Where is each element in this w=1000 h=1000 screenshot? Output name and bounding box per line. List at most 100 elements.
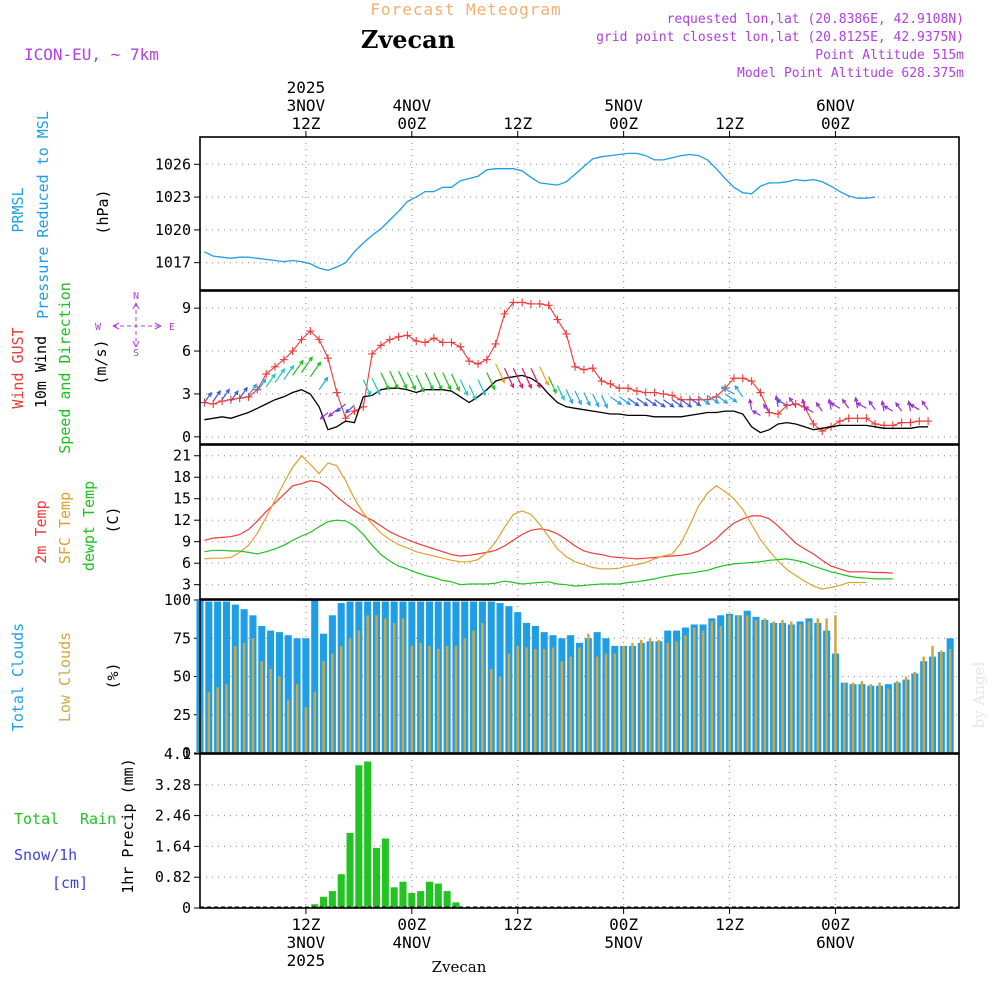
wind-gust-point (659, 389, 668, 398)
low-cloud-bar (895, 681, 899, 753)
wind-arrow-head (316, 361, 322, 367)
low-cloud-bar (507, 653, 511, 753)
low-cloud-bar (348, 638, 352, 753)
wind-arrow-head (375, 389, 381, 396)
wind-gust-point (279, 355, 288, 364)
wind-arrow-head (394, 384, 399, 390)
compass-w: W (95, 322, 102, 333)
wind-direction-arrow (680, 399, 692, 408)
time-label-top: 2025 (287, 78, 326, 97)
wind-direction-arrow (776, 399, 788, 406)
low-cloud-bar (807, 621, 811, 753)
wind-direction-arrow (320, 412, 329, 420)
time-label-top: 3NOV (287, 96, 326, 115)
low-cloud-bar (719, 626, 722, 753)
wind-arrow-head (815, 401, 821, 408)
wind-gust-point (394, 332, 403, 341)
wind-arrow-head (527, 383, 532, 390)
wind-gust-point (782, 401, 791, 410)
wind-direction-arrow (265, 373, 276, 388)
wind-arrow-head (827, 398, 833, 404)
wind-arrow-head (652, 401, 658, 407)
wind-arrow-head (595, 402, 600, 408)
wind-speed-line (204, 374, 929, 434)
wind-gust-point (747, 377, 756, 386)
wind-arrow-head (762, 403, 768, 409)
plot-area: 1017102010231026036936912151821025507510… (155, 78, 960, 970)
y-tick-label: 3.28 (155, 776, 191, 794)
wind-gust-point (668, 391, 677, 400)
wind-arrow-head (464, 391, 469, 397)
wind-direction-arrow (503, 367, 514, 388)
panel-frame (199, 599, 960, 754)
temp-unit: (C) (104, 506, 122, 533)
wind-direction-arrow (318, 377, 329, 391)
panel-frame (199, 290, 960, 445)
wind-direction-arrow (415, 375, 425, 392)
wind-gust-point (632, 387, 641, 396)
low-cloud-bar (692, 627, 696, 753)
location-title: Zvecan (361, 25, 455, 54)
wind-gust-point (482, 355, 491, 364)
wind-arrow-head (907, 399, 912, 406)
wind-direction-arrow (574, 390, 582, 405)
rain-bar (390, 887, 398, 908)
low-cloud-bar (648, 638, 652, 753)
wind-arrow-head (271, 373, 276, 379)
low-cloud-bar (207, 691, 211, 753)
temp-dew-label: dewpt Temp (80, 481, 98, 571)
wind-direction-arrow (830, 402, 841, 409)
wind-gust-point (897, 418, 906, 427)
wind-arrow-head (289, 364, 295, 370)
wind-direction-arrow (883, 405, 894, 412)
wind-gust-point (624, 384, 633, 393)
wind-direction-arrow (816, 402, 823, 412)
low-cloud-bar (587, 633, 590, 753)
wind-direction-arrow (763, 404, 770, 413)
low-cloud-bar (225, 684, 228, 753)
wind-gust-point (306, 327, 315, 336)
wind-gust-point (315, 335, 324, 344)
wind-direction-arrow (921, 400, 929, 411)
wind-gust-point (350, 407, 359, 416)
low-cloud-bar (542, 648, 546, 753)
cloud-labels: Total Clouds Low Clouds (%) (9, 623, 122, 731)
wind-gust-point (359, 402, 368, 411)
time-label-bottom: 00Z (609, 915, 638, 934)
wind-direction-arrow (336, 403, 347, 412)
wind-direction-arrow (788, 397, 797, 408)
low-cloud-bar (604, 653, 608, 753)
wind-direction-arrow (627, 397, 639, 407)
y-tick-label: 0.82 (155, 868, 191, 886)
wind-gust-point (571, 362, 580, 371)
time-label-top: 12Z (503, 114, 532, 133)
wind-arrow-head (536, 383, 541, 389)
compass-icon: N S W E (95, 291, 175, 359)
wind-arrow-head (280, 368, 286, 374)
rain-bar (372, 847, 381, 908)
wind-direction-arrow (486, 372, 496, 390)
wind-direction-arrow (539, 366, 549, 386)
snow-label: Snow/1h (14, 846, 77, 864)
wind-direction-arrow (495, 363, 505, 383)
wind-arrow-head (868, 400, 874, 406)
wind-direction-arrow (752, 410, 761, 416)
wind-direction-arrow (362, 379, 371, 396)
grid-point: grid point closest lon,lat (20.8125E, 42… (596, 30, 964, 45)
low-cloud-bar (887, 688, 890, 753)
rain-total-label: Total (14, 810, 59, 828)
cloud-unit: (%) (104, 662, 122, 689)
wind-arrow-head (776, 399, 782, 404)
wind-arrow-head (586, 401, 591, 407)
wind-gust-point (447, 338, 456, 347)
low-cloud-bar (745, 615, 749, 753)
low-cloud-bar (357, 630, 361, 753)
low-cloud-bar (216, 687, 219, 753)
wind-gust-point (526, 299, 535, 308)
low-cloud-bar (622, 645, 625, 753)
wind-direction-arrow (610, 396, 622, 405)
wind-direction-arrow (433, 372, 443, 390)
total-clouds-label: Total Clouds (9, 623, 27, 731)
wind-arrow-head (854, 396, 859, 402)
wind-gust-point (332, 388, 341, 397)
